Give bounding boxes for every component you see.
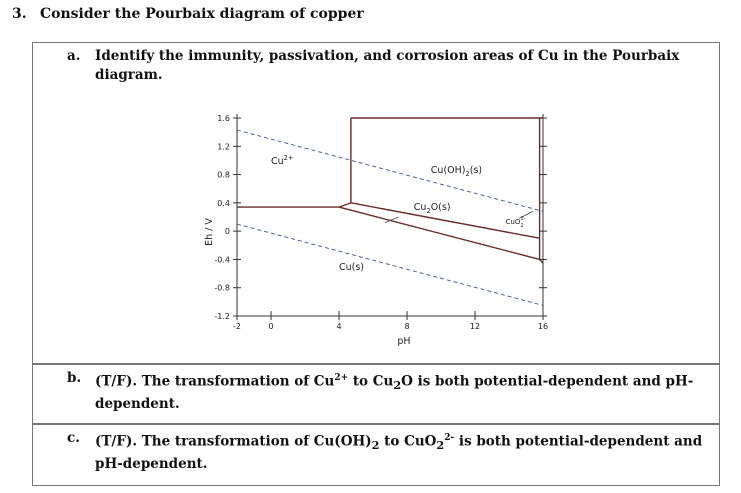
y-tick-label: -0.4 [214,255,230,264]
water-line [236,223,544,306]
y-axis-label: Eh / V [204,218,215,246]
question-text: Consider the Pourbaix diagram of copper [40,6,364,22]
phase-boundary [350,202,540,239]
label-pointer [384,216,399,224]
part-a-text: Identify the immunity, passivation, and … [95,48,680,83]
region-label: Cu(s) [339,262,364,273]
water-line [236,129,544,212]
y-tick-label: -0.8 [214,284,230,293]
phase-boundary [338,202,352,208]
part-c: c. (T/F). The transformation of Cu(OH)2 … [67,429,709,474]
x-tick-label: -2 [233,322,241,331]
part-c-text: (T/F). The transformation of Cu(OH)2 to … [95,433,703,473]
part-b-label: b. [67,370,82,386]
y-tick-label: 1.2 [217,142,230,151]
x-axis-label: pH [397,336,410,347]
x-tick-label: 16 [538,322,548,331]
part-a-label: a. [67,48,81,64]
x-tick-label: 12 [470,322,480,331]
label-pointer [519,210,533,219]
part-b-text: (T/F). The transformation of Cu2+ to Cu2… [95,373,694,413]
phase-boundary [539,258,544,264]
y-tick-label: 0 [225,227,230,236]
question-number: 3. [12,6,27,22]
part-c-box: c. (T/F). The transformation of Cu(OH)2 … [32,424,720,486]
y-tick-label: 1.6 [217,114,230,123]
y-tick-label: 0.4 [217,199,230,208]
part-a-box: a. Identify the immunity, passivation, a… [32,42,720,364]
x-tick-label: 4 [336,322,341,331]
question-title: 3. Consider the Pourbaix diagram of coppe… [12,6,364,22]
part-a: a. Identify the immunity, passivation, a… [67,47,709,85]
part-b-box: b. (T/F). The transformation of Cu2+ to … [32,364,720,424]
y-tick-label: -1.2 [214,312,230,321]
part-c-label: c. [67,430,80,446]
part-b: b. (T/F). The transformation of Cu2+ to … [67,369,709,414]
region-label: Cu2O(s) [414,202,451,215]
region-label: Cu(OH)2(s) [431,165,482,178]
x-tick-label: 0 [268,322,273,331]
y-tick-label: 0.8 [217,171,230,180]
phase-boundary [338,206,540,261]
region-label: CuO22- [506,216,526,229]
x-tick-label: 8 [404,322,409,331]
region-label: Cu2+ [271,154,293,167]
